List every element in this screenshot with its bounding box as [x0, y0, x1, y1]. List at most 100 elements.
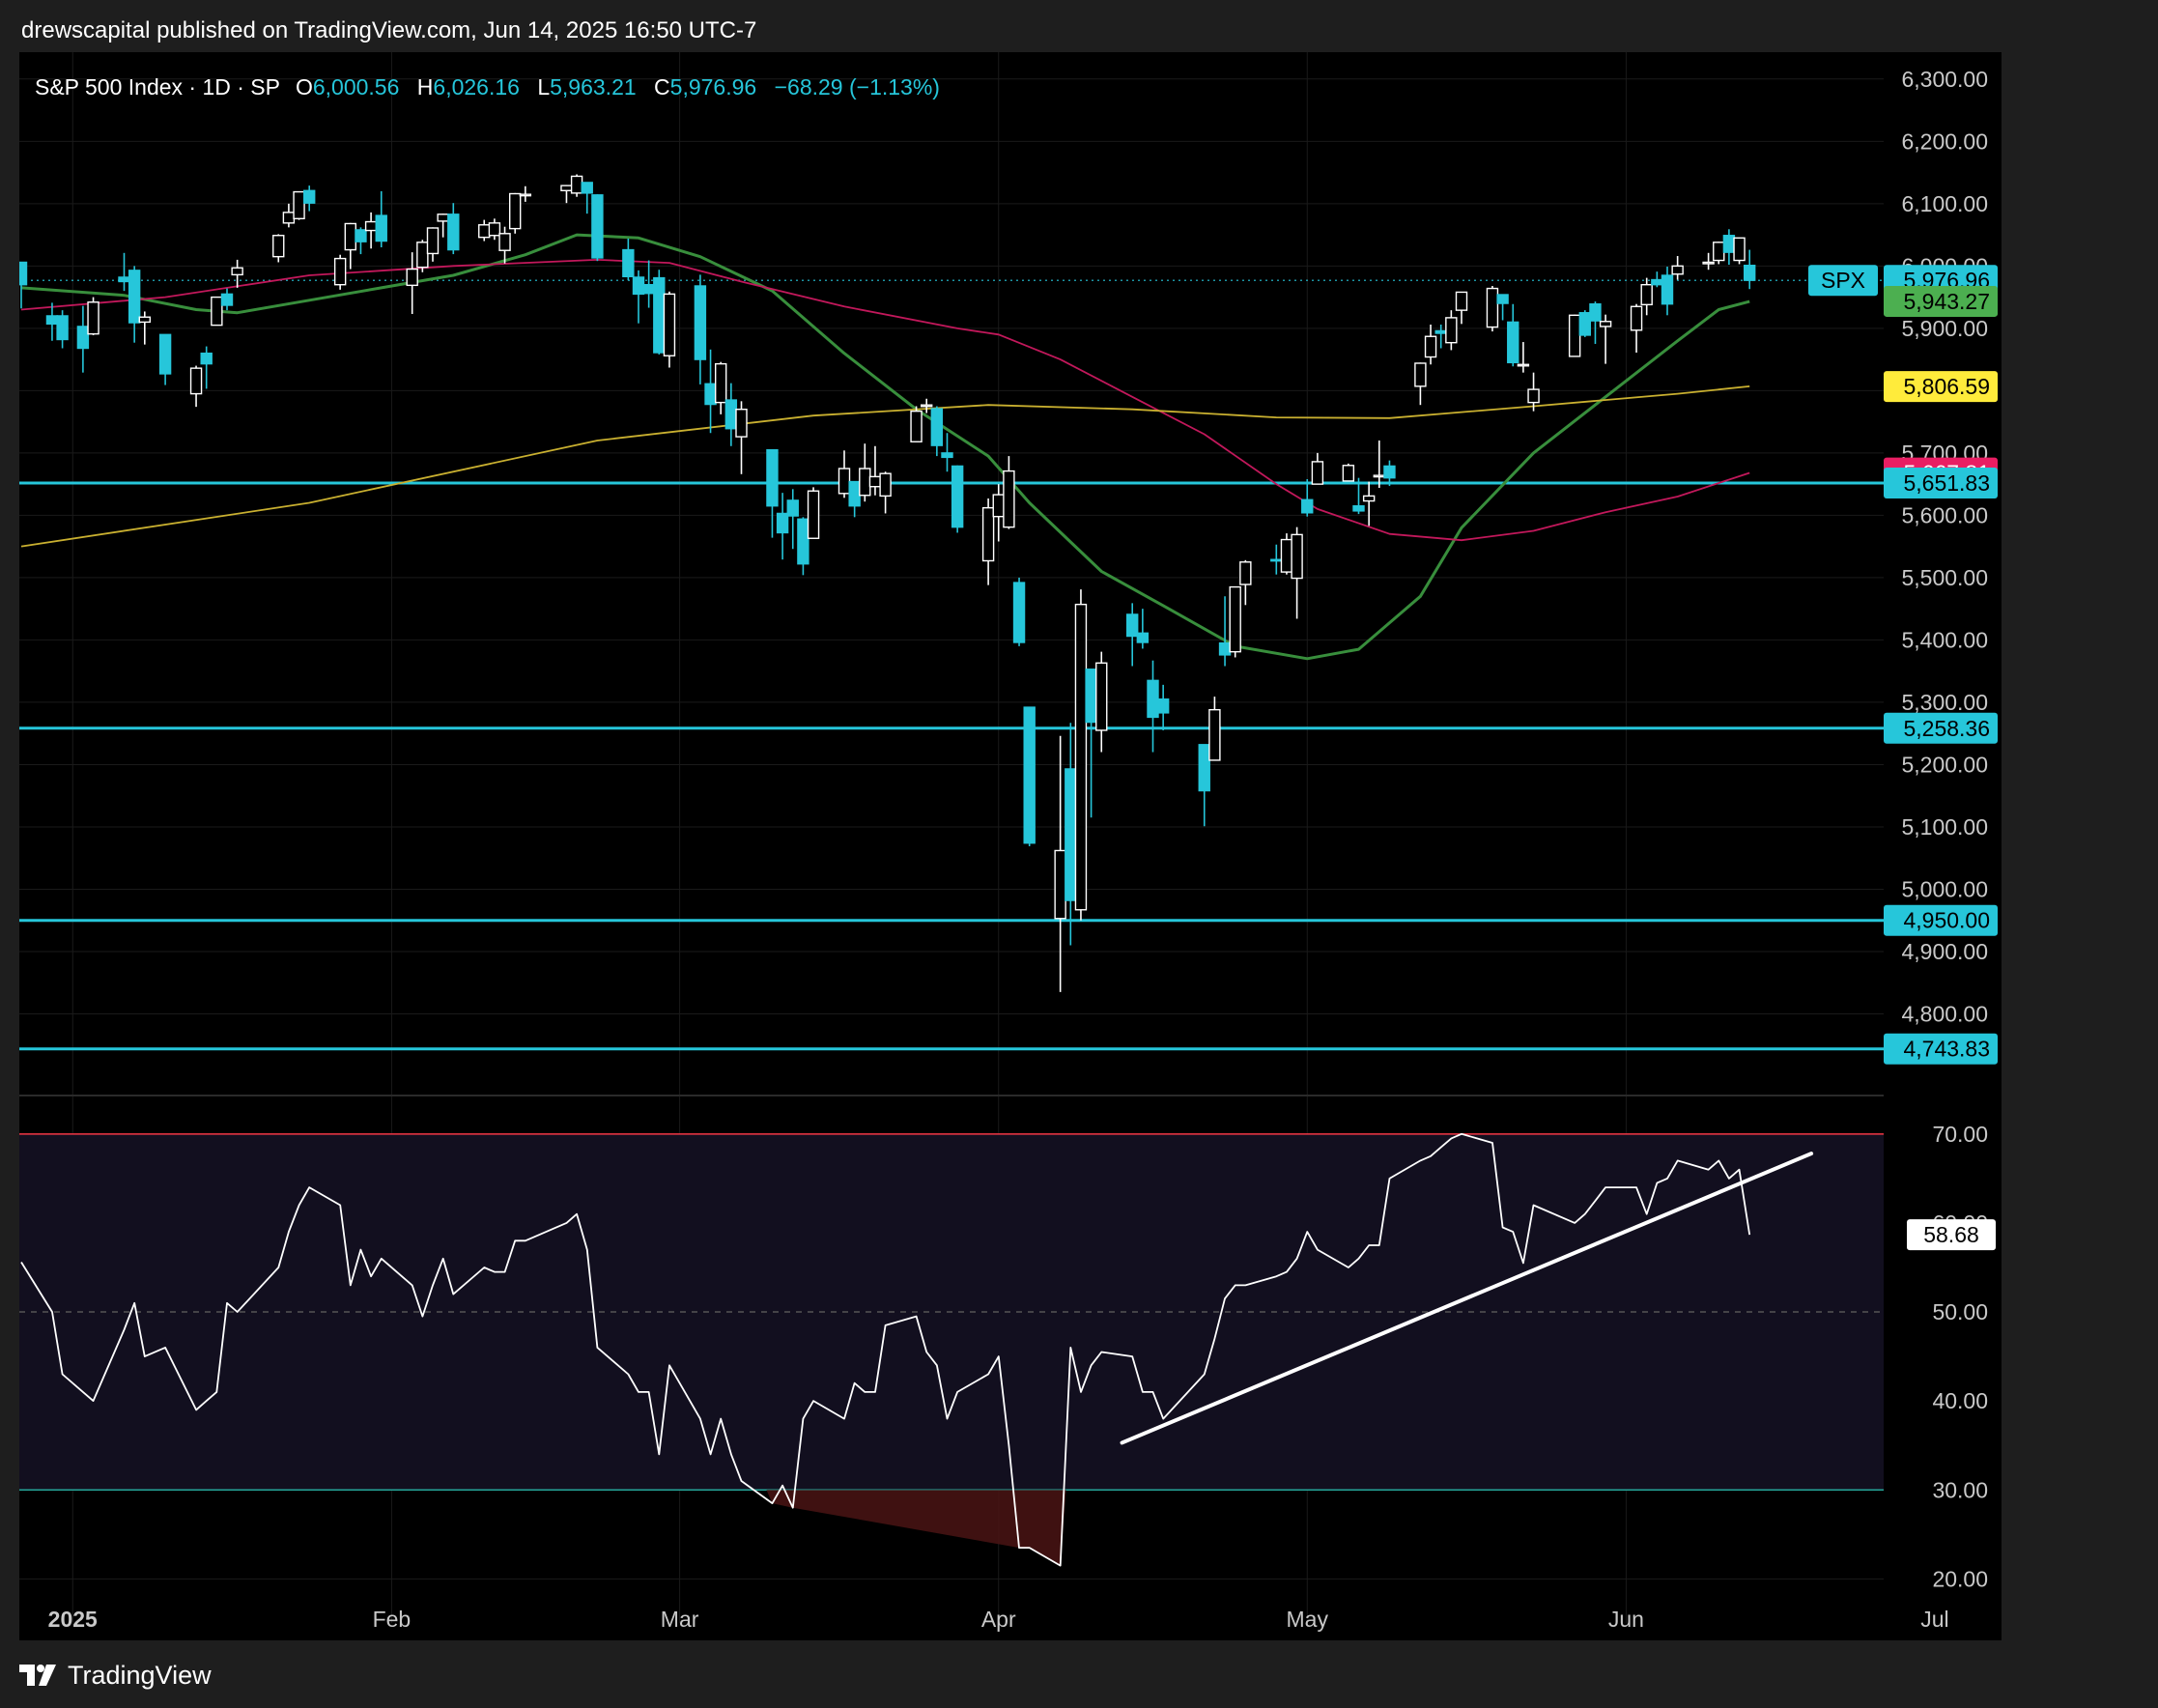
candle [138, 311, 152, 345]
candle-body [1578, 312, 1592, 336]
candle [838, 450, 851, 498]
candle-body [642, 283, 655, 295]
time-tick-label: Mar [661, 1607, 699, 1632]
candle [1702, 252, 1715, 270]
candle-body [868, 475, 882, 488]
candle [488, 218, 501, 241]
price-tick-label: 5,400.00 [1901, 627, 1988, 652]
ma200-line [20, 385, 1750, 548]
rsi-trendline[interactable] [1120, 1152, 1814, 1445]
candle-body [1599, 321, 1612, 327]
price-axis[interactable]: 6,300.006,200.006,100.006,000.005,900.00… [1808, 52, 2002, 1640]
price-label-badge[interactable]: 5,651.83 [1884, 467, 1998, 498]
candle [272, 234, 285, 263]
price-label-badge[interactable]: 5,258.36 [1884, 712, 1998, 744]
ticker-tag[interactable]: SPX [1808, 265, 1878, 297]
candle [1661, 266, 1674, 316]
candle [1342, 463, 1355, 482]
chart-area[interactable]: 6,300.006,200.006,100.006,000.005,900.00… [14, 52, 2002, 1640]
candle-body [1085, 669, 1097, 724]
price-badge-background [1884, 904, 1998, 936]
rsi-line [20, 1132, 1751, 1567]
candle [560, 185, 573, 204]
candle-body [1003, 470, 1015, 528]
tradingview-footer[interactable]: TradingView [19, 1656, 212, 1694]
rsi-background [19, 1133, 1884, 1492]
price-tick-label: 6,200.00 [1901, 128, 1988, 154]
candle-body [1424, 335, 1437, 358]
rsi-value-badge[interactable]: 58.68 [1907, 1219, 1996, 1251]
time-tick-label: Jun [1608, 1607, 1644, 1632]
candle-body [1383, 465, 1396, 479]
candle-body [653, 276, 666, 354]
price-label-badge[interactable]: 5,943.27 [1884, 285, 1998, 317]
candle-body [1702, 261, 1715, 265]
candle [1362, 481, 1376, 527]
candle [1023, 706, 1036, 846]
horizontal-levels[interactable] [19, 279, 1884, 1051]
candle [211, 296, 223, 327]
candle-body [498, 233, 511, 251]
candle [776, 493, 789, 560]
rsi-tick-label: 20.00 [1932, 1566, 1988, 1591]
candle [437, 214, 449, 238]
candle [416, 240, 429, 272]
candle [1455, 291, 1468, 325]
candle-body [1507, 321, 1519, 364]
candle [1713, 242, 1725, 265]
candle [1373, 440, 1386, 489]
candle [868, 445, 882, 496]
price-label-badge[interactable]: 5,806.59 [1884, 371, 1998, 403]
candle [333, 254, 347, 290]
price-tick-label: 6,300.00 [1901, 67, 1988, 92]
candle [1640, 277, 1653, 316]
candle [766, 448, 779, 538]
candle [1208, 697, 1221, 761]
candle [724, 383, 738, 446]
candle-body [1486, 287, 1499, 328]
candle-body [1527, 388, 1540, 404]
candle-body [1280, 538, 1293, 573]
candle [1527, 372, 1540, 412]
candle-body [1455, 291, 1468, 311]
legend-high-value: 6,026.16 [433, 74, 520, 100]
candle [1517, 342, 1530, 373]
candle-body [447, 214, 460, 251]
price-label-badge[interactable]: 4,743.83 [1884, 1033, 1998, 1065]
time-axis[interactable]: 2025 Feb Mar Apr May Jun Jul [48, 1607, 1949, 1632]
candle-body [158, 333, 172, 375]
candle [704, 349, 717, 434]
candle-body [921, 404, 933, 408]
price-label-badge[interactable]: 4,950.00 [1884, 904, 1998, 936]
candle [1383, 460, 1396, 487]
candle-body [272, 235, 285, 258]
candle [426, 227, 440, 262]
candle [1218, 596, 1232, 667]
candle [478, 219, 491, 242]
candle-body [1218, 641, 1232, 656]
candle-body [1012, 582, 1026, 643]
candle-body [776, 512, 789, 534]
candle [807, 487, 820, 539]
candle [1136, 609, 1150, 649]
candle-body [87, 301, 99, 335]
candle-body [1065, 768, 1077, 901]
time-tick-label: Apr [981, 1607, 1016, 1632]
candle [406, 252, 418, 315]
chart-svg[interactable]: 6,300.006,200.006,100.006,000.005,900.00… [14, 52, 2002, 1640]
candle-body [591, 194, 604, 259]
candle-body [189, 367, 203, 395]
price-badge-text: 4,743.83 [1903, 1037, 1990, 1062]
candle [1599, 314, 1612, 364]
candle [1311, 452, 1324, 485]
candle [1651, 271, 1663, 288]
candle [128, 266, 141, 343]
candle-body [478, 224, 491, 239]
candle [1085, 669, 1097, 818]
candle-body [1414, 362, 1427, 387]
candle-body [1373, 474, 1386, 478]
publisher-header: drewscapital published on TradingView.co… [21, 17, 757, 43]
candle [519, 185, 532, 202]
price-badge-text: 5,943.27 [1903, 289, 1990, 314]
candle-body [1270, 558, 1283, 562]
